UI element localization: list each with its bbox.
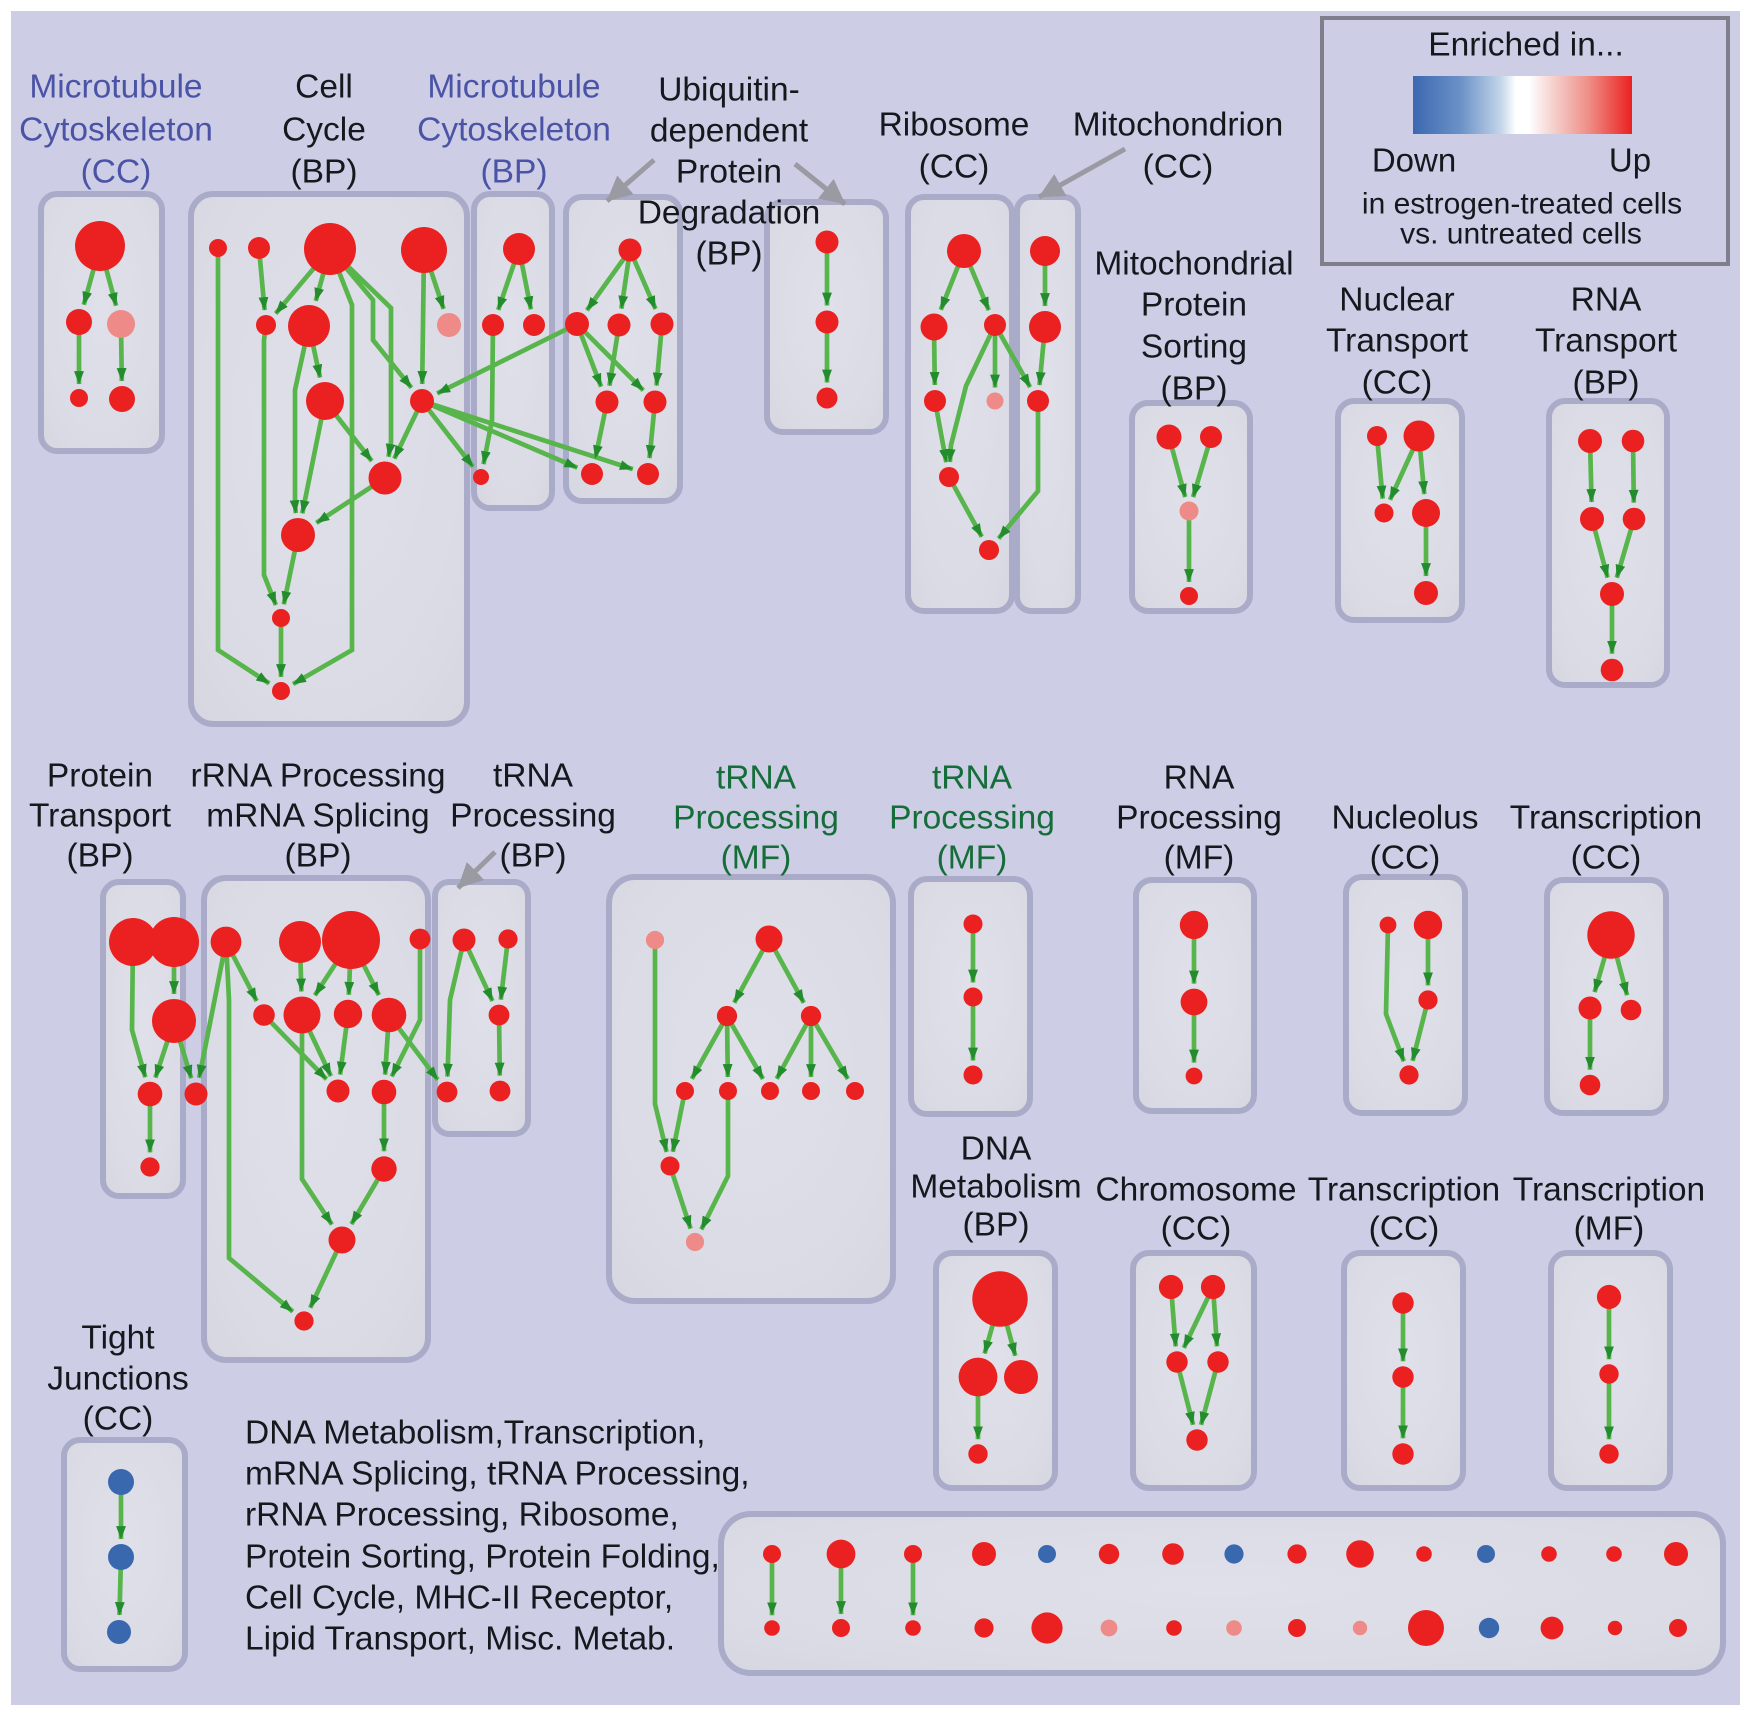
svg-text:DNA Metabolism,Transcription,: DNA Metabolism,Transcription, xyxy=(245,1415,705,1452)
svg-text:(BP): (BP) xyxy=(285,838,352,875)
svg-text:Cytoskeleton: Cytoskeleton xyxy=(417,112,611,149)
svg-text:Metabolism: Metabolism xyxy=(910,1169,1081,1206)
svg-text:Sorting: Sorting xyxy=(1141,329,1247,366)
svg-text:(BP): (BP) xyxy=(1161,371,1228,408)
svg-text:(CC): (CC) xyxy=(1370,840,1441,877)
svg-text:(CC): (CC) xyxy=(1571,840,1642,877)
svg-text:dependent: dependent xyxy=(650,113,809,150)
svg-text:Cytoskeleton: Cytoskeleton xyxy=(19,112,213,149)
svg-text:Transport: Transport xyxy=(1535,323,1678,360)
svg-text:Microtubule: Microtubule xyxy=(29,69,202,106)
svg-text:vs. untreated cells: vs. untreated cells xyxy=(1400,218,1642,251)
svg-text:Processing: Processing xyxy=(889,800,1055,837)
svg-text:(BP): (BP) xyxy=(481,154,548,191)
svg-text:Junctions: Junctions xyxy=(47,1361,189,1398)
svg-text:Protein Sorting, Protein Foldi: Protein Sorting, Protein Folding, xyxy=(245,1539,720,1576)
svg-text:Cycle: Cycle xyxy=(282,112,366,149)
svg-text:(CC): (CC) xyxy=(919,149,990,186)
svg-text:Protein: Protein xyxy=(676,154,782,191)
svg-text:Lipid Transport, Misc. Metab.: Lipid Transport, Misc. Metab. xyxy=(245,1621,675,1658)
svg-text:(CC): (CC) xyxy=(1362,365,1433,402)
svg-text:(MF): (MF) xyxy=(1574,1211,1645,1248)
svg-text:Protein: Protein xyxy=(47,758,153,795)
svg-text:Mitochondrial: Mitochondrial xyxy=(1094,246,1293,283)
svg-text:in estrogen-treated cells: in estrogen-treated cells xyxy=(1362,188,1682,221)
svg-text:(BP): (BP) xyxy=(67,838,134,875)
svg-text:Transport: Transport xyxy=(1326,323,1469,360)
svg-text:Degradation: Degradation xyxy=(638,195,821,232)
svg-text:Tight: Tight xyxy=(81,1320,155,1357)
svg-text:Cell Cycle, MHC-II Receptor,: Cell Cycle, MHC-II Receptor, xyxy=(245,1580,673,1617)
svg-text:rRNA Processing: rRNA Processing xyxy=(190,758,445,795)
svg-text:(CC): (CC) xyxy=(81,154,152,191)
svg-text:Nuclear: Nuclear xyxy=(1339,282,1454,319)
svg-text:Mitochondrion: Mitochondrion xyxy=(1073,107,1283,144)
svg-text:tRNA: tRNA xyxy=(932,760,1013,797)
svg-text:Nucleolus: Nucleolus xyxy=(1331,800,1478,837)
svg-text:RNA: RNA xyxy=(1164,760,1235,797)
svg-text:Processing: Processing xyxy=(450,798,616,835)
svg-text:mRNA Splicing, tRNA Processing: mRNA Splicing, tRNA Processing, xyxy=(245,1456,750,1493)
svg-text:Cell: Cell xyxy=(295,69,353,106)
svg-text:Transcription: Transcription xyxy=(1308,1172,1500,1209)
svg-text:(CC): (CC) xyxy=(1369,1211,1440,1248)
svg-text:Down: Down xyxy=(1372,142,1456,179)
svg-text:Processing: Processing xyxy=(1116,800,1282,837)
svg-text:(MF): (MF) xyxy=(721,840,792,877)
svg-text:rRNA Processing, Ribosome,: rRNA Processing, Ribosome, xyxy=(245,1497,679,1534)
svg-text:Enriched in...: Enriched in... xyxy=(1428,27,1624,64)
svg-text:Up: Up xyxy=(1609,142,1651,179)
svg-text:mRNA Splicing: mRNA Splicing xyxy=(206,798,429,835)
svg-text:Protein: Protein xyxy=(1141,287,1247,324)
svg-text:(BP): (BP) xyxy=(963,1207,1030,1244)
svg-text:(CC): (CC) xyxy=(1161,1211,1232,1248)
svg-text:Ubiquitin-: Ubiquitin- xyxy=(658,72,800,109)
svg-text:Chromosome: Chromosome xyxy=(1095,1172,1296,1209)
svg-text:Transcription: Transcription xyxy=(1510,800,1702,837)
svg-text:Transcription: Transcription xyxy=(1513,1172,1705,1209)
svg-text:tRNA: tRNA xyxy=(493,758,574,795)
svg-text:(BP): (BP) xyxy=(500,838,567,875)
svg-text:Ribosome: Ribosome xyxy=(879,107,1030,144)
svg-text:tRNA: tRNA xyxy=(716,760,797,797)
svg-text:Processing: Processing xyxy=(673,800,839,837)
svg-text:Microtubule: Microtubule xyxy=(427,69,600,106)
svg-text:(BP): (BP) xyxy=(696,236,763,273)
svg-text:(CC): (CC) xyxy=(1143,149,1214,186)
svg-text:(BP): (BP) xyxy=(291,154,358,191)
svg-text:(BP): (BP) xyxy=(1573,365,1640,402)
svg-text:Transport: Transport xyxy=(29,798,172,835)
svg-text:DNA: DNA xyxy=(961,1131,1032,1168)
svg-text:RNA: RNA xyxy=(1571,282,1642,319)
svg-text:(MF): (MF) xyxy=(1164,840,1235,877)
svg-text:(CC): (CC) xyxy=(83,1401,154,1438)
svg-text:(MF): (MF) xyxy=(937,840,1008,877)
